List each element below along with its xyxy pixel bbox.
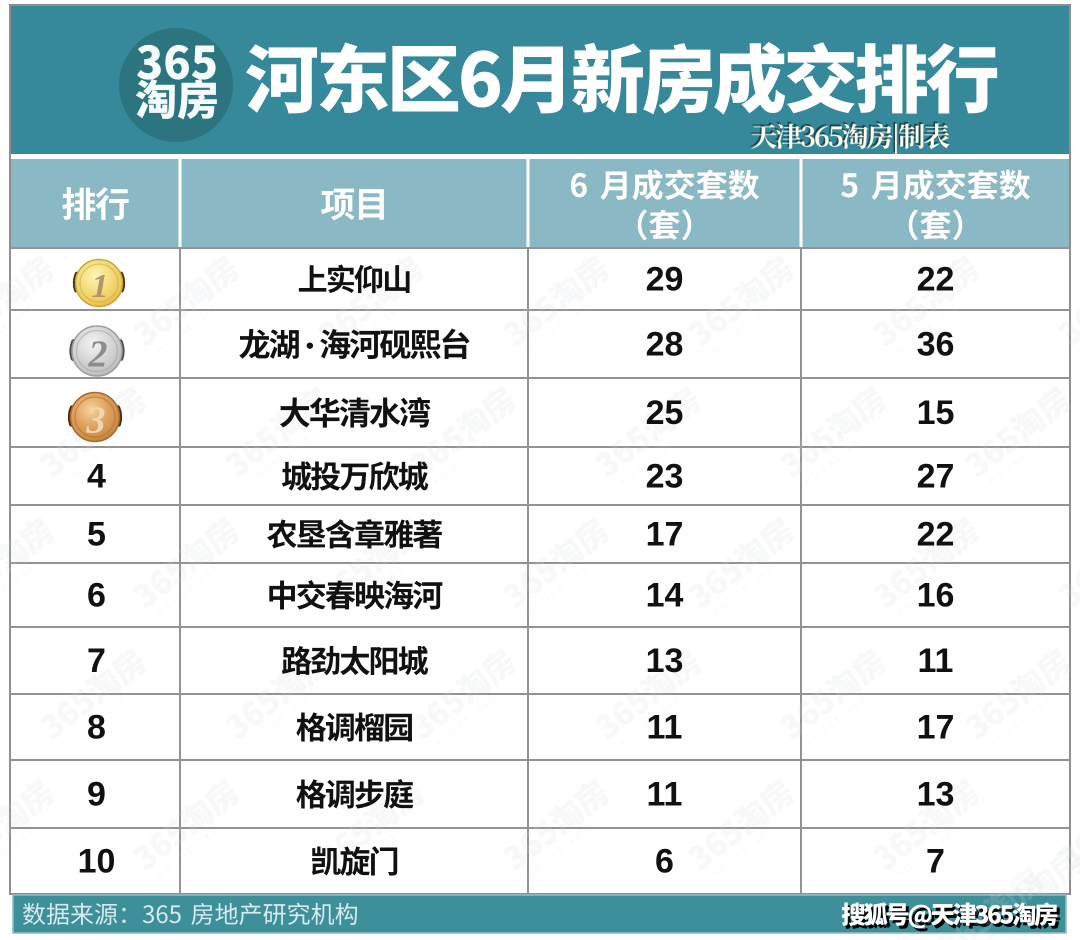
svg-text:3: 3: [86, 400, 106, 442]
svg-text:9: 9: [87, 776, 106, 814]
svg-text:36: 36: [917, 326, 955, 364]
svg-text:10: 10: [78, 843, 116, 881]
svg-text:7: 7: [926, 843, 945, 881]
svg-text:25: 25: [646, 394, 684, 432]
svg-text:22: 22: [917, 516, 955, 554]
svg-text:11: 11: [647, 709, 683, 747]
svg-text:15: 15: [917, 394, 955, 432]
svg-text:16: 16: [917, 577, 955, 615]
svg-text:11: 11: [647, 776, 683, 814]
svg-text:23: 23: [646, 458, 684, 496]
svg-text:28: 28: [646, 326, 684, 364]
svg-text:2: 2: [88, 334, 108, 376]
svg-text:1: 1: [92, 268, 109, 305]
svg-text:6: 6: [87, 577, 106, 615]
svg-text:8: 8: [87, 709, 106, 747]
svg-text:22: 22: [917, 261, 955, 299]
svg-text:11: 11: [918, 642, 954, 680]
svg-text:7: 7: [87, 642, 106, 680]
svg-text:13: 13: [646, 642, 684, 680]
svg-text:6: 6: [655, 843, 674, 881]
svg-text:27: 27: [917, 458, 955, 496]
svg-text:29: 29: [646, 261, 684, 299]
svg-text:13: 13: [917, 776, 955, 814]
svg-text:14: 14: [646, 577, 684, 615]
svg-text:17: 17: [917, 709, 955, 747]
svg-text:4: 4: [87, 458, 106, 496]
svg-text:5: 5: [87, 516, 106, 554]
svg-text:17: 17: [646, 516, 684, 554]
